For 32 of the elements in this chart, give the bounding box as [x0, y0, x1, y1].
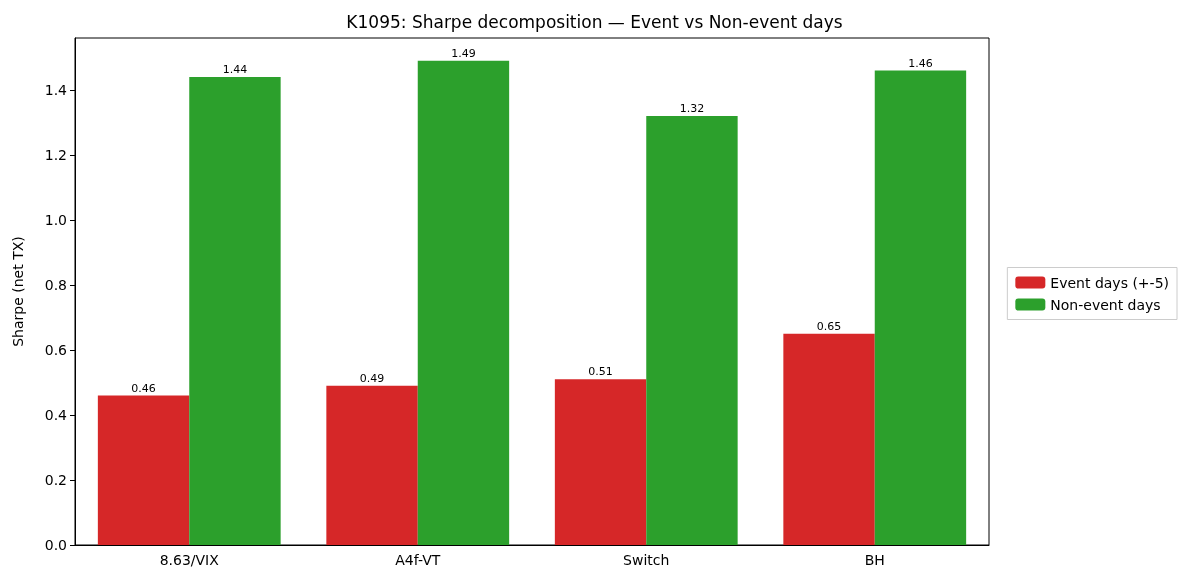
bar [189, 77, 281, 545]
x-tick-label: A4f-VT [395, 552, 441, 568]
bar [874, 70, 967, 545]
y-tick-label: 1.2 [44, 147, 67, 163]
data-label: 0.51 [588, 365, 613, 379]
y-tick-label: 1.0 [44, 212, 67, 228]
legend-label: Non-event days [1050, 296, 1161, 313]
data-label: 0.49 [359, 371, 385, 385]
data-label: 1.46 [908, 56, 933, 70]
y-tick-label: 0.4 [44, 407, 68, 423]
bar [646, 116, 738, 545]
data-label: 1.32 [679, 102, 705, 115]
data-label: 1.49 [451, 46, 476, 60]
y-tick-label: 0.6 [44, 342, 68, 358]
y-tick-label: 0.0 [44, 537, 67, 553]
y-tick-label: 1.4 [44, 82, 68, 98]
y-axis-title: Sharpe (net TX) [10, 236, 26, 347]
bar [554, 379, 647, 545]
y-tick-label: 0.2 [44, 472, 67, 488]
data-label: 0.46 [131, 381, 156, 395]
legend-label: Event days (+-5) [1050, 274, 1170, 291]
data-label: 1.44 [222, 63, 248, 76]
data-label: 0.65 [816, 319, 842, 333]
bar [417, 60, 510, 545]
chart-title: K1095: Sharpe decomposition — Event vs Non-event days [346, 11, 843, 32]
y-tick-label: 0.8 [44, 277, 67, 293]
bar [97, 395, 190, 545]
bar [783, 333, 875, 545]
x-tick-label: BH [864, 552, 885, 568]
x-tick-label: 8.63/VIX [159, 552, 220, 568]
x-tick-label: Switch [623, 552, 670, 568]
bar [326, 385, 418, 545]
